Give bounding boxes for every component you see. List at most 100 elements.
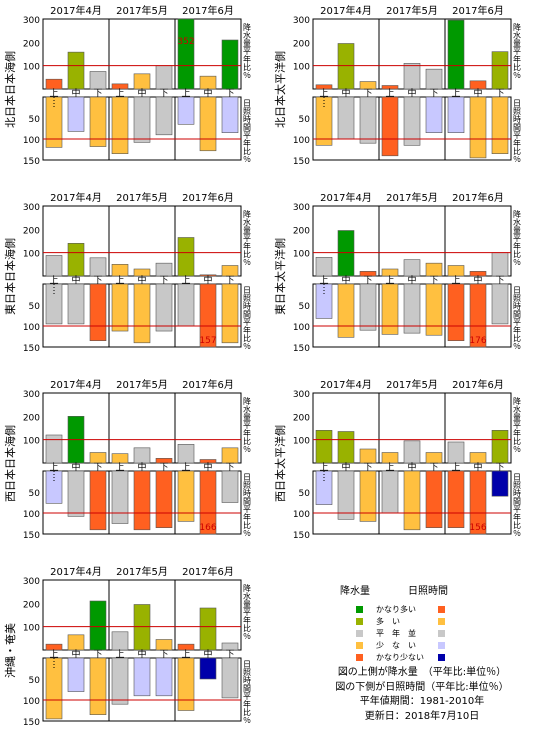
sun-tick-label: 100: [23, 323, 40, 333]
precip-bar: [155, 458, 173, 464]
sun-axis-label: 日照時間平年比％: [243, 99, 252, 163]
dekad-label: 中: [137, 87, 146, 99]
precip-tick-label: 300: [293, 203, 310, 213]
month-label: 2017年5月: [386, 378, 438, 391]
dekad-label: 下: [93, 463, 102, 473]
precip-bar: [381, 268, 399, 277]
precip-tick-label: 300: [23, 390, 40, 400]
sun-bar: [133, 470, 151, 531]
sun-axis-label: 日照時間平年比％: [243, 286, 252, 350]
precip-bar: [491, 252, 509, 277]
precip-bar: [199, 274, 217, 277]
sun-bar: [111, 657, 129, 705]
sun-bar: [469, 283, 487, 348]
legend-swatch-sun: [438, 654, 445, 661]
precip-bar: [111, 83, 129, 90]
precip-bar: [199, 607, 217, 651]
month-label: 2017年4月: [320, 4, 372, 17]
dekad-label: 中: [407, 461, 416, 473]
precip-bar: [45, 434, 63, 464]
precip-bar: [337, 43, 355, 90]
region-label: 西日本日本海側: [3, 425, 17, 502]
region-label: 西日本太平洋側: [273, 425, 287, 502]
dekad-label: 中: [473, 274, 482, 286]
dekad-label: 中: [473, 461, 482, 473]
month-label: 2017年6月: [452, 191, 504, 204]
legend-sun-title: 日照時間: [408, 586, 448, 597]
sun-bar: [89, 657, 107, 716]
sun-bar: [199, 96, 217, 152]
precip-tick-label: 100: [293, 63, 310, 73]
precip-bar: [403, 63, 421, 90]
sun-bar: [155, 96, 173, 136]
sun-bar: [133, 283, 151, 344]
dekad-label: 下: [363, 276, 372, 286]
dekad-label: 上: [181, 462, 190, 473]
sun-bar: [155, 470, 173, 529]
sun-axis-label: 日照時間平年比％: [243, 660, 252, 724]
sun-bar: [45, 96, 63, 148]
dekad-label: 上: [181, 275, 190, 286]
precip-bar: [111, 264, 129, 277]
dekad-label: 上: [115, 462, 124, 473]
precip-bar: [425, 452, 443, 464]
sun-bar: [111, 470, 129, 524]
sun-axis-label: 日照時間平年比％: [243, 473, 252, 537]
dekad-label: 上: [49, 88, 58, 99]
dekad-label: 中: [137, 648, 146, 660]
precip-bar: [447, 441, 465, 464]
dekad-label: 中: [71, 274, 80, 286]
precip-bar: [155, 65, 173, 90]
sun-bar: [337, 96, 355, 140]
sun-tick-label: 150: [293, 157, 310, 167]
region-label: 東日本太平洋側: [273, 238, 287, 315]
precip-bar: [45, 643, 63, 651]
precip-bar: [337, 431, 355, 464]
sun-bar: [45, 470, 63, 504]
dekad-label: 中: [203, 87, 212, 99]
legend-precip-title: 降水量: [340, 586, 370, 597]
dekad-label: 中: [341, 461, 350, 473]
dekad-label: 中: [71, 648, 80, 660]
month-label: 2017年5月: [116, 4, 168, 17]
precip-axis-label: 降水量平年比％: [243, 22, 252, 79]
dekad-label: 下: [159, 276, 168, 286]
sun-bar: [133, 657, 151, 697]
precip-bar: [133, 268, 151, 277]
dekad-label: 下: [495, 463, 504, 473]
sun-bar: [155, 283, 173, 332]
precip-tick-label: 200: [23, 39, 40, 49]
sun-bar: [469, 470, 487, 535]
precip-tick-label: 300: [293, 390, 310, 400]
precip-bar: [381, 85, 399, 90]
clipped-value-label: 176: [469, 336, 486, 346]
sun-bar: [425, 470, 443, 529]
legend-label: 少 な い: [376, 641, 416, 650]
precip-tick-label: 100: [23, 250, 40, 260]
clipped-value-label: 156: [469, 523, 486, 533]
sun-bar: [177, 283, 195, 327]
precip-bar: [45, 255, 63, 277]
sun-bar: [155, 657, 173, 697]
month-label: 2017年6月: [452, 4, 504, 17]
dekad-label: 上: [115, 275, 124, 286]
sun-tick-label: 100: [293, 136, 310, 146]
month-label: 2017年6月: [182, 378, 234, 391]
sun-tick-label: 150: [23, 531, 40, 541]
sun-bar: [381, 96, 399, 157]
sun-tick-label: 150: [23, 344, 40, 354]
legend-swatch-precip: [356, 630, 363, 637]
sun-bar: [359, 283, 377, 331]
sun-bar: [199, 657, 217, 680]
sun-bar: [403, 283, 421, 334]
month-label: 2017年6月: [182, 191, 234, 204]
legend-swatch-precip: [356, 642, 363, 649]
legend-label: 平 年 並: [376, 629, 416, 638]
sun-bar: [491, 470, 509, 497]
month-label: 2017年4月: [50, 565, 102, 578]
legend-swatch-precip: [356, 606, 363, 613]
precip-tick-label: 100: [23, 437, 40, 447]
dekad-label: 下: [159, 463, 168, 473]
dekad-label: 下: [495, 89, 504, 99]
note-normal-period: 平年値期間：1981-2010年: [359, 696, 485, 707]
